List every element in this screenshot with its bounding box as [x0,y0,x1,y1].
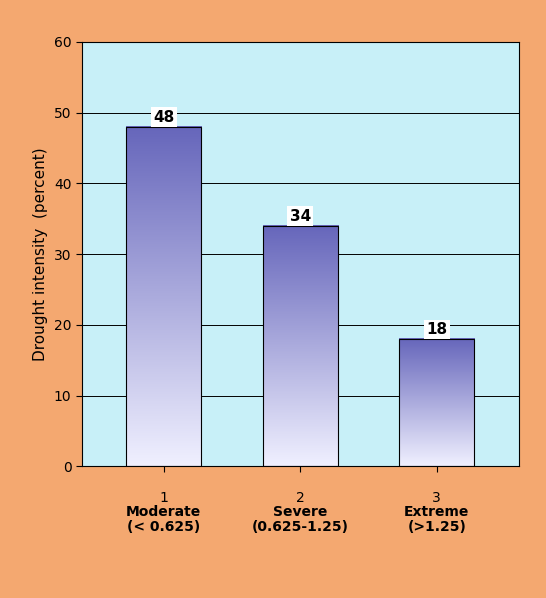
Text: Severe: Severe [273,505,328,519]
Text: 2: 2 [296,491,305,505]
Text: Moderate: Moderate [126,505,201,519]
Text: Extreme: Extreme [404,505,470,519]
Bar [263,226,338,466]
Text: 1: 1 [159,491,168,505]
Y-axis label: Drought intensity  (percent): Drought intensity (percent) [33,147,48,361]
Bar [126,127,201,466]
Text: (>1.25): (>1.25) [407,520,466,533]
Text: 48: 48 [153,109,174,124]
Text: (0.625-1.25): (0.625-1.25) [252,520,349,533]
Text: 34: 34 [290,209,311,224]
Text: 18: 18 [426,322,447,337]
Bar [399,339,474,466]
Text: (< 0.625): (< 0.625) [127,520,200,533]
Text: 3: 3 [432,491,441,505]
